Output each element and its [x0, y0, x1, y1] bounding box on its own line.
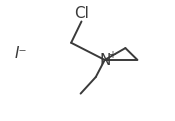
Text: +: + — [108, 50, 116, 60]
Text: Cl: Cl — [74, 6, 89, 21]
Text: I⁻: I⁻ — [15, 46, 27, 61]
Text: N: N — [99, 53, 110, 68]
